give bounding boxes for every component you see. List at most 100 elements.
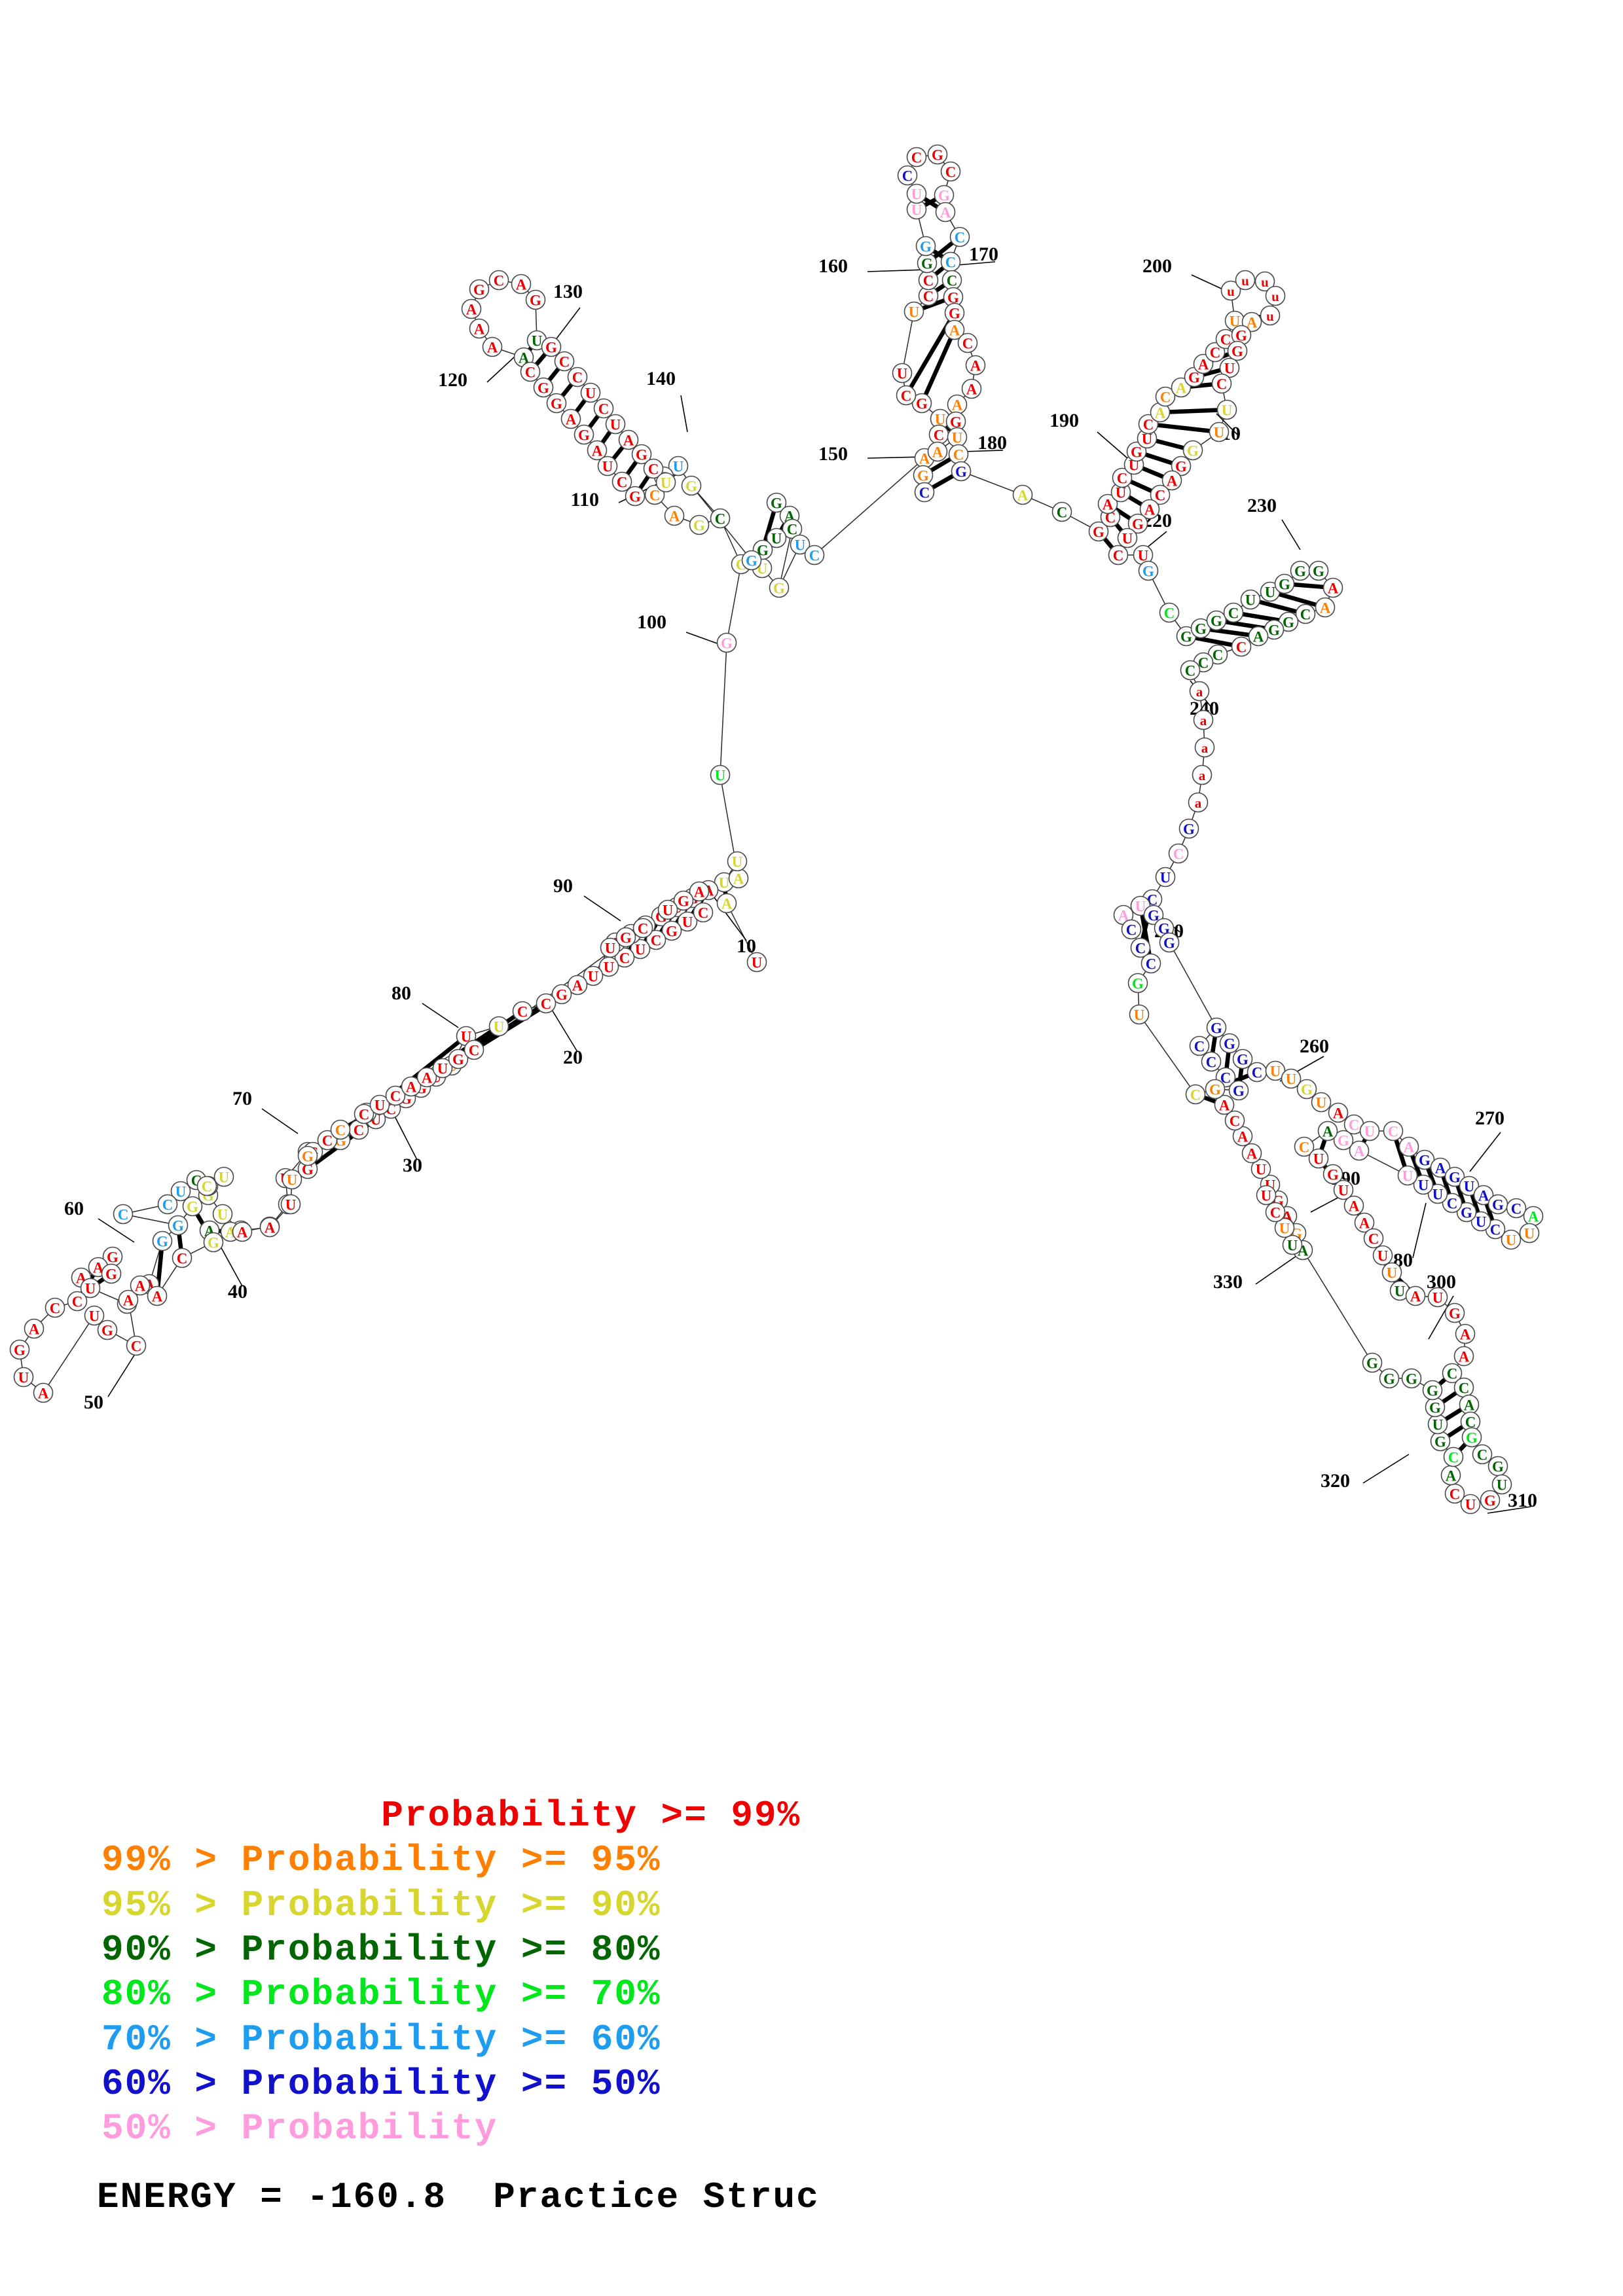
nucleotide-letter: A	[623, 433, 634, 449]
nucleotide-letter: G	[921, 256, 933, 272]
nucleotide-letter: C	[1252, 1065, 1263, 1081]
nucleotide-letter: A	[237, 1225, 248, 1241]
nucleotide-letter: A	[1460, 1327, 1471, 1343]
nucleotide-215: G	[1171, 456, 1192, 476]
nucleotide-233: G	[1308, 560, 1329, 581]
nucleotide-letter: U	[1465, 1497, 1476, 1513]
nucleotide-234: A	[1322, 577, 1343, 598]
nucleotide-346: G	[1205, 1079, 1226, 1100]
nucleotide-letter: G	[1231, 344, 1243, 360]
nucleotide-letter: G	[1180, 629, 1192, 645]
nucleotide-letter: A	[1528, 1209, 1539, 1225]
nucleotide-189: C	[1112, 467, 1133, 488]
nucleotide-96: A	[728, 868, 749, 889]
nucleotide-281: G	[1414, 1149, 1435, 1170]
nucleotide-letter: G	[1283, 615, 1294, 631]
nucleotide-circle	[1159, 602, 1180, 623]
nucleotide-letter: U	[604, 960, 615, 976]
nucleotide-letter: U	[1122, 531, 1133, 547]
nucleotide-circle	[1413, 1174, 1434, 1195]
nucleotide-letter: A	[733, 871, 744, 888]
nucleotide-51: G	[102, 1246, 123, 1267]
nucleotide-329: G	[1430, 1431, 1451, 1452]
nucleotide-letter: A	[1435, 1160, 1446, 1177]
nucleotide-213: U	[1209, 422, 1230, 442]
nucleotide-letter: A	[422, 1070, 433, 1086]
nucleotide-letter: C	[617, 475, 628, 491]
nucleotide-316: C	[1442, 1363, 1463, 1384]
nucleotide-letter: G	[538, 380, 549, 397]
nucleotide-50: C	[126, 1335, 147, 1356]
nucleotide-128: C	[520, 361, 541, 382]
nucleotide-170: C	[940, 251, 961, 272]
nucleotide-letter: C	[1459, 1380, 1470, 1397]
nucleotide-circle	[935, 202, 956, 223]
nucleotide-letter: C	[919, 485, 930, 501]
nucleotide-100: G	[716, 632, 737, 653]
nucleotide-circle	[80, 1278, 101, 1299]
nucleotide-154: C	[896, 385, 917, 406]
nucleotide-letter: G	[1279, 577, 1290, 593]
nucleotide-circle	[727, 851, 748, 872]
position-label-320: 320	[1321, 1470, 1350, 1492]
nucleotide-letter: G	[1449, 1306, 1461, 1322]
nucleotide-circle	[1112, 467, 1133, 488]
nucleotide-circle	[432, 1058, 453, 1079]
nucleotide-152: A	[927, 441, 948, 462]
nucleotide-circle	[1456, 1202, 1477, 1223]
nucleotide-268: C	[1201, 1051, 1222, 1072]
nucleotide-letter: A	[1410, 1289, 1421, 1305]
nucleotide-circle	[461, 298, 482, 319]
nucleotide-160: G	[915, 236, 936, 257]
nucleotide-circle	[965, 355, 986, 376]
nucleotide-letter: U	[732, 854, 743, 870]
nucleotide-332: G	[1422, 1380, 1443, 1401]
nucleotide-38: U	[212, 1204, 233, 1225]
nucleotide-286: G	[1487, 1194, 1508, 1215]
nucleotide-circle	[1265, 1202, 1286, 1223]
nucleotide-219: G	[1127, 513, 1148, 534]
nucleotide-circle	[172, 1247, 192, 1268]
nucleotide-circle	[1460, 1494, 1481, 1515]
nucleotide-letter: U	[1364, 1124, 1376, 1140]
nucleotide-letter: U	[1313, 1151, 1324, 1168]
nucleotide-letter: G	[693, 518, 705, 534]
nucleotide-letter: U	[437, 1061, 448, 1077]
nucleotide-156: U	[903, 301, 924, 322]
nucleotide-136: G	[625, 486, 646, 507]
nucleotide-letter: C	[945, 255, 957, 271]
nucleotide-206: u	[1260, 305, 1281, 326]
nucleotide-297: U	[1397, 1165, 1418, 1186]
nucleotide-letter: A	[1247, 315, 1258, 331]
nucleotide-circle	[949, 226, 970, 247]
nucleotide-171: C	[941, 270, 962, 291]
nucleotide-letter: U	[605, 941, 616, 957]
nucleotide-letter: U	[1270, 1064, 1281, 1080]
nucleotide-letter: A	[1103, 497, 1114, 513]
nucleotide-letter: G	[950, 414, 962, 431]
nucleotide-347: U	[1282, 1234, 1303, 1255]
nucleotide-letter: U	[935, 412, 946, 428]
nucleotide-circle	[1295, 603, 1316, 624]
nucleotide-195: C	[1155, 386, 1176, 407]
nucleotide-letter: G	[920, 239, 932, 255]
position-label-120: 120	[438, 369, 467, 391]
nucleotide-circle	[804, 545, 825, 565]
nucleotide-circle	[130, 1275, 151, 1296]
nucleotide-68: G	[203, 1232, 224, 1253]
nucleotide-letter: U	[1402, 1168, 1413, 1185]
nucleotide-18: A	[567, 975, 588, 996]
nucleotide-74: A	[259, 1217, 280, 1238]
nucleotide-letter: A	[721, 896, 733, 912]
nucleotide-circle	[520, 361, 541, 382]
nucleotide-155: U	[892, 363, 913, 384]
nucleotide-letter: C	[572, 370, 583, 386]
nucleotide-277: C	[1343, 1114, 1364, 1135]
nucleotide-300: A	[1317, 1121, 1338, 1141]
nucleotide-173: G	[944, 302, 965, 323]
nucleotide-circle	[101, 1263, 122, 1284]
nucleotide-circle	[1294, 1136, 1315, 1157]
nucleotide-circle	[1219, 1033, 1240, 1054]
position-label-230: 230	[1247, 495, 1277, 516]
nucleotide-letter: C	[1117, 471, 1128, 487]
